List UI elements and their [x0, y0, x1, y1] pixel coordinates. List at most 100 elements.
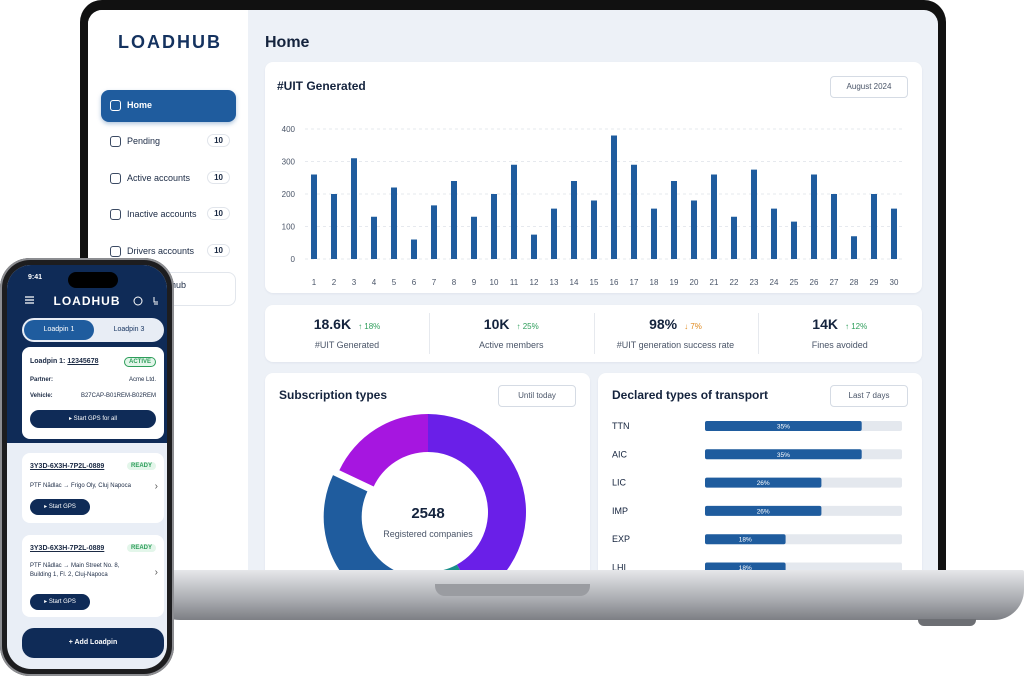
button-label: Start GPS	[48, 504, 76, 510]
bar	[411, 239, 417, 259]
total-value: 2548	[411, 505, 444, 522]
bar	[671, 181, 677, 259]
bar	[531, 234, 537, 259]
header-icons[interactable]	[133, 296, 163, 306]
menu-icon[interactable]	[25, 296, 35, 304]
active-loadpin-card: Loadpin 1: 12345678 ACTIVE Partner: Acme…	[22, 347, 164, 439]
value-label: 35%	[777, 424, 790, 431]
status-badge: READY	[126, 544, 156, 552]
nav-count: 10	[207, 207, 230, 220]
laptop-notch	[435, 584, 590, 596]
tab-active[interactable]: Loadpin 1	[24, 320, 94, 340]
filter-dropdown[interactable]: Last 7 days	[830, 385, 908, 407]
nav-item[interactable]: Inactive accounts 10	[101, 199, 236, 231]
stat-value: 14K	[812, 316, 838, 332]
x-tick-label: 28	[850, 278, 859, 287]
field-label: Partner:	[30, 377, 54, 383]
category-label: AIC	[612, 449, 628, 459]
donut-segment	[443, 564, 460, 570]
load-id[interactable]: 3Y3D-6X3H-7P2L-0889	[30, 545, 105, 552]
total-label: Registered companies	[383, 529, 473, 539]
x-tick-label: 4	[372, 278, 377, 287]
bar	[711, 174, 717, 259]
laptop-base	[150, 570, 1024, 620]
nav-label: Home	[127, 100, 153, 110]
status-badge: READY	[126, 462, 156, 470]
loadpin-id[interactable]: 12345678	[67, 358, 99, 365]
dynamic-island	[68, 272, 118, 288]
nav-label: hub	[171, 280, 187, 290]
bar	[371, 216, 377, 259]
stat-change: ↑ 12%	[844, 322, 868, 331]
x-tick-label: 7	[432, 278, 437, 287]
category-label: LHI	[612, 563, 626, 571]
bar	[431, 205, 437, 259]
card-title: Subscription types	[279, 388, 388, 402]
stat-row: 14K ↑ 12%	[758, 316, 922, 334]
route: PTF Nădlac → Main Street No. 8, Building…	[30, 563, 120, 578]
bar	[611, 135, 617, 259]
nav-count: 10	[207, 134, 230, 147]
x-tick-label: 24	[770, 278, 779, 287]
load-id[interactable]: 3Y3D-6X3H-7P2L-0889	[30, 463, 105, 470]
tab[interactable]: Loadpin 3	[113, 326, 145, 333]
x-tick-label: 5	[392, 278, 397, 287]
category-label: TTN	[612, 421, 630, 431]
bar	[591, 200, 597, 259]
bar	[705, 534, 786, 545]
x-tick-label: 11	[510, 278, 519, 287]
stat-row: 18.6K ↑ 18%	[265, 316, 429, 334]
bar	[691, 200, 697, 259]
y-tick-label: 200	[282, 190, 296, 199]
nav-icon	[110, 100, 121, 111]
stat-value: 10K	[483, 316, 510, 332]
donut-segment	[323, 475, 394, 570]
button-label: Start GPS for all	[73, 416, 118, 422]
chevron[interactable]: ›	[154, 567, 158, 578]
bar	[391, 187, 397, 259]
x-tick-label: 30	[890, 278, 899, 287]
start-gps-button[interactable]: ▸ Start GPS	[30, 499, 90, 515]
bar	[871, 194, 877, 259]
filter-dropdown[interactable]: Until today	[498, 385, 576, 407]
x-tick-label: 8	[452, 278, 457, 287]
stat-value: 18.6K	[313, 316, 352, 332]
x-tick-label: 23	[750, 278, 759, 287]
nav-item[interactable]: Active accounts 10	[101, 163, 236, 195]
x-tick-label: 21	[710, 278, 719, 287]
nav-item[interactable]: Pending 10	[101, 126, 236, 158]
bar	[631, 164, 637, 259]
category-label: EXP	[612, 534, 630, 544]
nav-icon	[110, 136, 121, 147]
stats-card: 18.6K ↑ 18% #UIT Generated 10K ↑ 25% Active m…	[265, 305, 922, 362]
bar	[331, 194, 337, 259]
divider	[757, 313, 759, 354]
start-gps-all-button[interactable]: ▸ Start GPS for all	[30, 410, 156, 428]
chevron[interactable]: ›	[154, 481, 158, 492]
add-loadpin-button[interactable]: + Add Loadpin	[22, 628, 164, 658]
x-tick-label: 20	[690, 278, 699, 287]
bar	[705, 421, 862, 431]
category-label: LIC	[612, 478, 627, 488]
y-tick-label: 0	[291, 255, 296, 264]
x-tick-label: 19	[670, 278, 679, 287]
x-tick-label: 12	[530, 278, 539, 287]
stat-row: 98% ↓ 7%	[594, 316, 758, 334]
x-tick-label: 25	[790, 278, 799, 287]
status-time: 9:41	[28, 274, 43, 281]
x-tick-label: 13	[550, 278, 559, 287]
nav-icon	[110, 209, 121, 220]
start-gps-button[interactable]: ▸ Start GPS	[30, 594, 90, 610]
nav-item[interactable]: Drivers accounts 10	[101, 236, 236, 268]
bar	[771, 208, 777, 259]
nav-label: Pending	[127, 136, 161, 146]
nav-icon	[110, 246, 121, 257]
divider	[593, 313, 595, 354]
bar	[811, 174, 817, 259]
filter-dropdown[interactable]: August 2024	[830, 76, 908, 98]
stat-label: #UIT generation success rate	[616, 340, 735, 350]
nav-item[interactable]: Home	[101, 90, 236, 122]
subscription-card: 2548 Registered companies Subscription ty…	[265, 373, 590, 570]
